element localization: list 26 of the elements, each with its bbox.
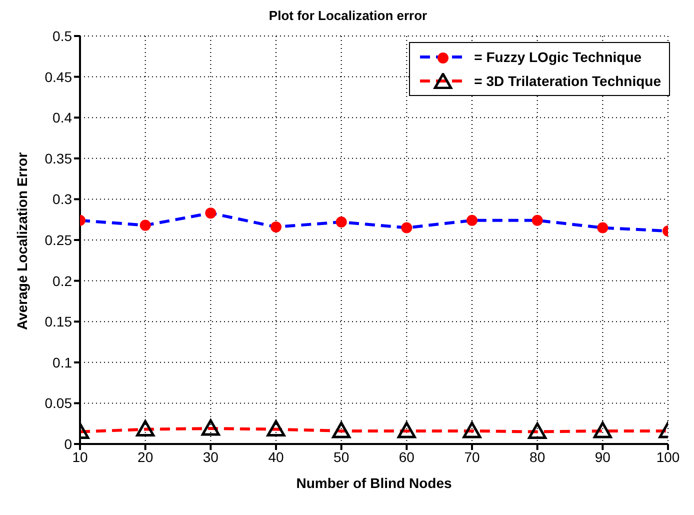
- x-tick-label: 30: [202, 448, 219, 465]
- y-tick-label: 0.25: [44, 232, 72, 248]
- x-tick-label: 10: [72, 448, 88, 465]
- x-tick-label: 90: [594, 448, 611, 465]
- x-tick-label: 80: [530, 448, 546, 465]
- x-tick-label: 40: [268, 448, 284, 465]
- chart-title: Plot for Localization error: [268, 8, 428, 25]
- y-tick-label: 0.3: [52, 191, 72, 208]
- y-tick-label: 0.5: [52, 28, 72, 44]
- legend-label: = 3D Trilateration Technique: [474, 73, 661, 89]
- y-axis-title: Average Localization Error: [14, 152, 30, 330]
- x-axis-title: Number of Blind Nodes: [296, 475, 452, 491]
- y-tick-label: 0.45: [44, 68, 72, 85]
- x-tick-label: 70: [464, 448, 480, 465]
- y-tick-label: 0.4: [52, 110, 72, 126]
- y-tick-label: 0.05: [44, 395, 72, 412]
- x-tick-label: 60: [398, 448, 415, 465]
- y-tick-label: 0.35: [44, 150, 72, 166]
- legend-label: = Fuzzy LOgic Technique: [474, 49, 642, 65]
- y-tick-label: 0.1: [52, 354, 72, 370]
- x-tick-label: 100: [656, 448, 680, 465]
- y-tick-label: 0.2: [52, 272, 72, 289]
- y-tick-label: 0.15: [44, 314, 72, 330]
- y-tick-label: 0: [64, 436, 72, 452]
- x-tick-label: 20: [138, 448, 154, 465]
- x-tick-label: 50: [334, 448, 350, 465]
